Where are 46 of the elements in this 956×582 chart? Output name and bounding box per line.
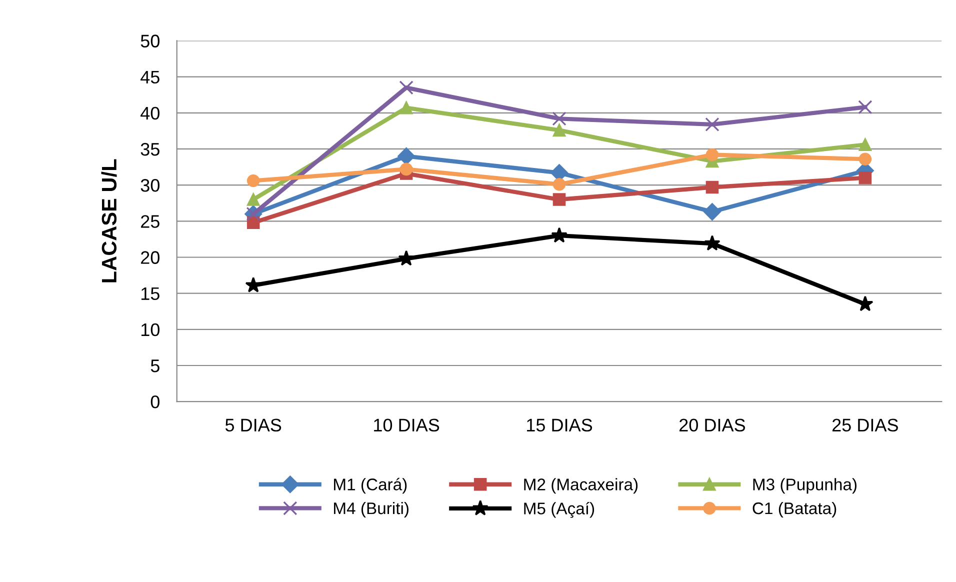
- point: [704, 235, 720, 251]
- legend-label: M1 (Cará): [334, 478, 407, 494]
- y-tick-label: 10: [141, 323, 160, 336]
- point: [551, 227, 568, 243]
- x-tick-label: 15 DIAS: [527, 418, 592, 432]
- point: [705, 117, 720, 132]
- y-tick-label: 0: [150, 396, 160, 408]
- y-tick-label: 45: [140, 70, 160, 84]
- y-tick-label: 50: [140, 34, 160, 48]
- legend-label: M2 (Macaxeira): [524, 478, 638, 494]
- legend-label: C1 (Batata): [752, 502, 836, 518]
- y-tick-label: 20: [141, 251, 160, 264]
- legend-label: M5 (Açaí): [524, 502, 594, 518]
- point: [858, 138, 872, 152]
- point: [246, 216, 260, 229]
- point: [552, 124, 566, 137]
- x-tick-label: 25 DIAS: [832, 418, 898, 432]
- point: [858, 152, 872, 166]
- y-tick-label: 5: [150, 360, 160, 372]
- point: [552, 193, 566, 206]
- point: [398, 148, 415, 165]
- x-tick-label: 5 DIAS: [225, 418, 282, 432]
- point: [858, 171, 872, 184]
- point: [246, 174, 260, 188]
- point: [552, 178, 566, 191]
- point: [552, 112, 566, 126]
- y-tick-label: 15: [141, 287, 160, 300]
- point: [400, 162, 413, 176]
- point: [706, 180, 719, 194]
- point: [398, 250, 414, 266]
- y-axis-title: LACASE U/L: [101, 159, 117, 282]
- point: [246, 193, 260, 206]
- point: [858, 100, 872, 114]
- y-tick-label: 40: [140, 106, 160, 120]
- y-tick-label: 35: [140, 142, 160, 156]
- point: [399, 80, 414, 95]
- point: [706, 148, 719, 162]
- legend-label: M4 (Buriti): [334, 502, 408, 518]
- point: [400, 101, 413, 114]
- legend-label: M3 (Pupunha): [753, 478, 857, 494]
- x-tick-label: 10 DIAS: [374, 418, 440, 432]
- y-tick-label: 30: [140, 179, 160, 192]
- point: [245, 276, 262, 292]
- y-tick-label: 25: [141, 215, 160, 228]
- point: [704, 203, 721, 220]
- x-tick-label: 20 DIAS: [680, 418, 746, 432]
